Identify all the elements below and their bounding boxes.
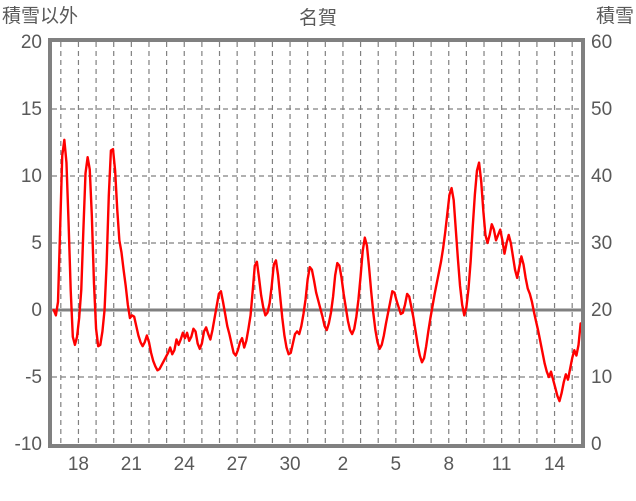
left-tick-label: 0	[31, 300, 42, 321]
right-tick-label: 10	[591, 367, 613, 388]
right-tick-label: 50	[591, 99, 613, 120]
x-tick-label: 21	[120, 454, 142, 475]
left-tick-label: 20	[20, 32, 42, 53]
right-axis-ticks: 60 50 40 30 20 10 0	[591, 0, 636, 501]
x-tick-label: 27	[226, 454, 248, 475]
left-tick-label: -10	[14, 434, 42, 455]
right-tick-label: 30	[591, 233, 613, 254]
series-plot	[52, 42, 581, 444]
x-tick-label: 8	[443, 454, 455, 475]
plot-inner	[52, 42, 581, 444]
right-tick-label: 40	[591, 166, 613, 187]
right-tick-label: 0	[591, 434, 602, 455]
x-tick-label: 24	[173, 454, 195, 475]
x-tick-label: 18	[67, 454, 90, 475]
right-axis-unit-label: 積雪	[595, 6, 634, 27]
x-tick-label: 14	[543, 454, 566, 475]
x-tick-label: 11	[491, 454, 512, 475]
x-tick-label: 30	[279, 454, 301, 475]
horizontal-gridlines	[52, 108, 581, 378]
left-tick-label: 5	[31, 233, 42, 254]
plot-area	[48, 38, 585, 448]
right-tick-label: 20	[591, 300, 613, 321]
chart-title: 名賀	[298, 8, 337, 29]
left-tick-label: 15	[20, 99, 42, 120]
left-axis-unit-label: 積雪以外	[2, 6, 79, 27]
x-tick-label: 2	[337, 454, 349, 475]
right-tick-label: 60	[591, 32, 613, 53]
series-line-名賀	[52, 138, 581, 403]
left-axis-ticks: 20 15 10 5 0 -5 -10	[0, 0, 42, 501]
left-tick-label: 10	[20, 166, 42, 187]
left-tick-label: -5	[25, 367, 42, 388]
x-axis-ticks: 18 21 24 27 30 2 5 8 11 14	[0, 455, 636, 495]
x-tick-label: 5	[390, 454, 402, 475]
